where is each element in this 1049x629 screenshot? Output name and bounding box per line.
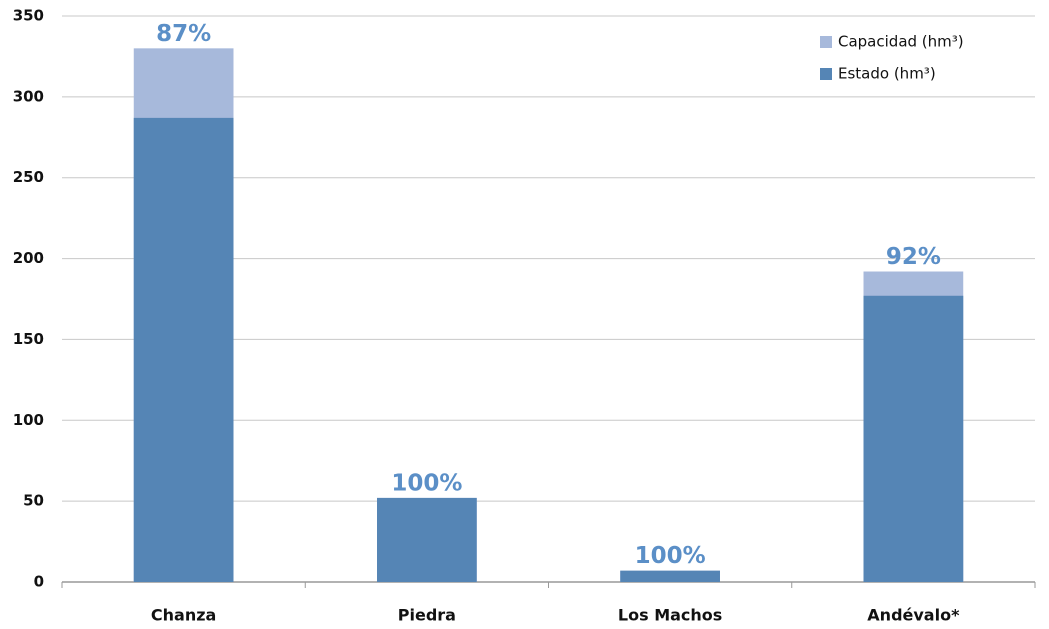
y-tick-label: 150 — [13, 330, 44, 348]
y-tick-label: 200 — [13, 249, 44, 267]
percent-label: 100% — [391, 470, 462, 496]
x-tick-label: Andévalo* — [867, 606, 960, 625]
legend-label: Estado (hm³) — [838, 65, 936, 83]
bar — [133, 117, 234, 582]
percent-label: 92% — [886, 244, 941, 270]
bar — [377, 497, 477, 582]
y-tick-label: 250 — [13, 168, 44, 186]
y-tick-label: 100 — [13, 411, 44, 429]
x-tick-label: Piedra — [398, 606, 456, 625]
y-tick-label: 300 — [13, 87, 44, 105]
bar — [620, 570, 720, 582]
x-tick-label: Los Machos — [618, 606, 722, 625]
y-tick-label: 350 — [13, 7, 44, 25]
y-tick-label: 0 — [34, 573, 44, 591]
legend-swatch — [820, 36, 832, 48]
bar — [863, 295, 964, 582]
legend-swatch — [820, 68, 832, 80]
y-tick-label: 50 — [23, 492, 44, 510]
x-tick-label: Chanza — [151, 606, 216, 625]
legend-label: Capacidad (hm³) — [838, 33, 964, 51]
percent-label: 87% — [156, 21, 211, 47]
percent-label: 100% — [635, 543, 706, 569]
